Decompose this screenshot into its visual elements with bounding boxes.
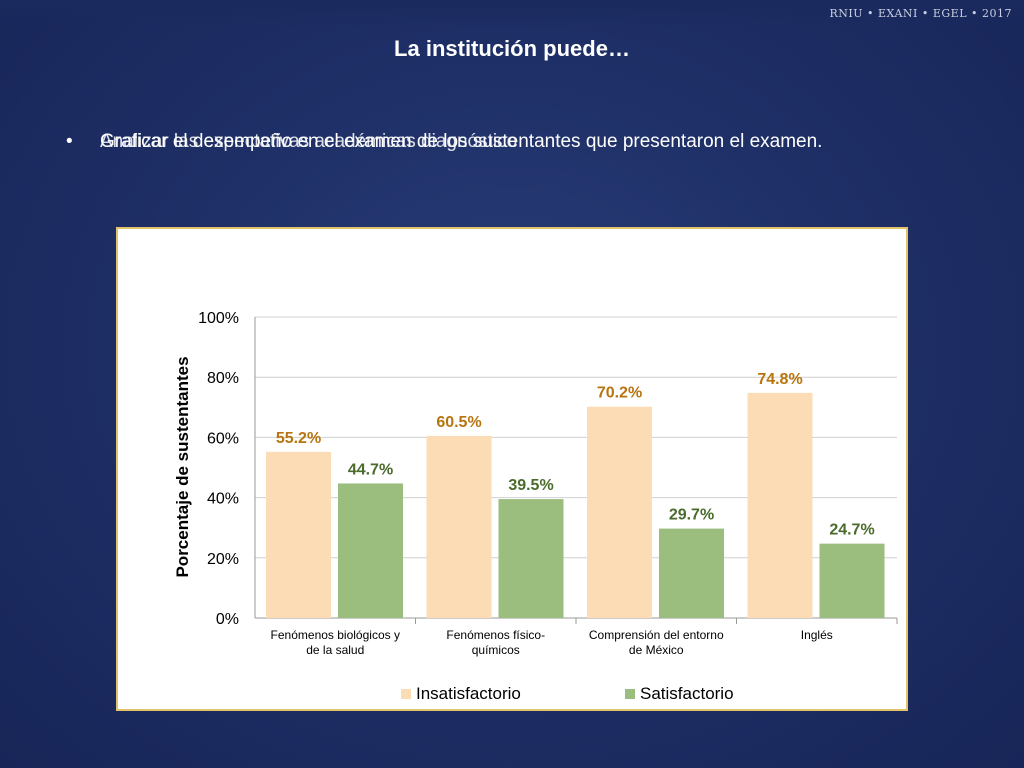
bar [819, 543, 885, 618]
legend-swatch [401, 689, 411, 699]
data-label: 55.2% [276, 430, 321, 447]
top-band [0, 0, 1024, 28]
bar [426, 435, 492, 618]
x-tick-label: químicos [472, 643, 520, 657]
bar [338, 483, 403, 618]
x-tick-label: de la salud [306, 643, 364, 657]
brand-watermark: RNIU • EXANI • EGEL • 2017 [829, 7, 1012, 20]
data-label: 44.7% [348, 461, 393, 478]
y-tick-label: 60% [207, 430, 239, 447]
bar [747, 392, 813, 618]
data-label: 60.5% [436, 414, 481, 431]
data-label: 70.2% [597, 385, 642, 402]
data-label: 29.7% [669, 507, 714, 524]
bar [266, 451, 331, 618]
y-axis-title: Porcentaje de sustentantes [173, 356, 192, 577]
y-tick-label: 0% [216, 611, 239, 628]
bar [587, 406, 652, 618]
x-tick-label: Fenómenos físico- [446, 628, 545, 642]
y-tick-label: 100% [198, 310, 239, 327]
x-tick-label: Inglés [801, 628, 833, 642]
chart-frame: 0% 20% 40% 60% 80% 100% Porcentaje de sustenta… [116, 227, 908, 711]
data-label: 39.5% [508, 477, 553, 494]
data-label: 24.7% [829, 522, 874, 539]
bullet-text-block: Graficar el desempeño en el examen de lo… [100, 120, 930, 164]
bar [659, 528, 724, 618]
bullet-overlay-text: Analizar las expectativas académicas dia… [100, 131, 518, 152]
x-tick-label: Fenómenos biológicos y [271, 628, 400, 642]
y-tick-label: 80% [207, 370, 239, 387]
y-tick-label: 20% [207, 551, 239, 568]
bullet-text: Graficar el desempeño en el examen de lo… [100, 131, 823, 152]
legend-label: Satisfactorio [640, 684, 734, 703]
bar [498, 499, 564, 618]
legend-label: Insatisfactorio [416, 684, 521, 703]
legend-swatch [625, 689, 635, 699]
bar-chart: 0% 20% 40% 60% 80% 100% Porcentaje de sustenta… [173, 310, 898, 703]
x-tick-label: de México [629, 643, 684, 657]
slide-title: La institución puede… [394, 36, 630, 61]
bullet-dot: • [66, 131, 73, 152]
y-tick-label: 40% [207, 491, 239, 508]
x-tick-label: Comprensión del entorno [589, 628, 724, 642]
data-label: 74.8% [757, 371, 802, 388]
